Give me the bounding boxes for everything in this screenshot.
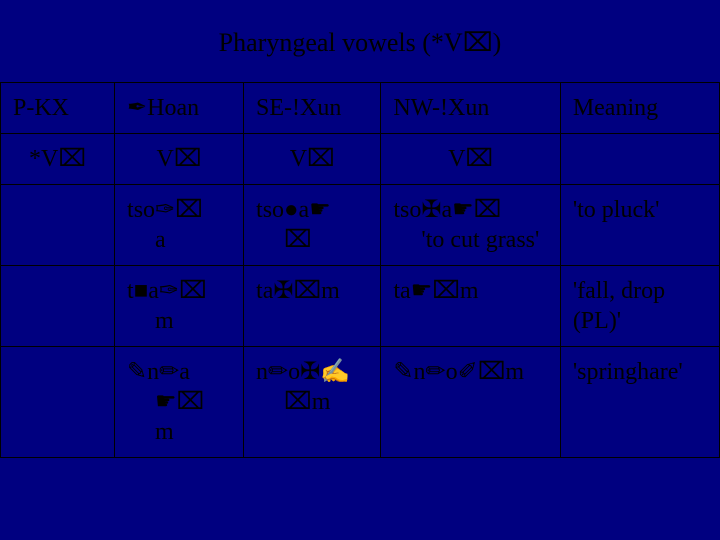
table-row: t■a✑⌧m ta✠⌧m ta☛⌧m 'fall, drop (PL)': [1, 266, 720, 347]
cell: 'fall, drop (PL)': [560, 266, 719, 347]
cell: ✎n✏o✐⌧m: [381, 347, 560, 458]
table-row: P-KX ✒Hoan SE-!Xun NW-!Xun Meaning: [1, 83, 720, 134]
cell: t■a✑⌧m: [115, 266, 244, 347]
cell: V⌧: [115, 134, 244, 185]
slide-title: Pharyngeal vowels (*V⌧): [0, 28, 720, 58]
cell: tso✠a☛⌧'to cut grass': [381, 185, 560, 266]
cell: tso●a☛⌧: [244, 185, 381, 266]
cell-hoan-header: ✒Hoan: [115, 83, 244, 134]
slide: Pharyngeal vowels (*V⌧) P-KX ✒Hoan SE-!X…: [0, 0, 720, 540]
cell: tso✑⌧a: [115, 185, 244, 266]
cell: [1, 347, 115, 458]
cell-meaning-header: Meaning: [560, 83, 719, 134]
table-row: *V⌧ V⌧ V⌧ V⌧: [1, 134, 720, 185]
cell: 'springhare': [560, 347, 719, 458]
table-row: tso✑⌧a tso●a☛⌧ tso✠a☛⌧'to cut grass' 'to…: [1, 185, 720, 266]
vowel-table: P-KX ✒Hoan SE-!Xun NW-!Xun Meaning *V⌧ V…: [0, 82, 720, 458]
cell: 'to pluck': [560, 185, 719, 266]
cell-nwxun-header: NW-!Xun: [381, 83, 560, 134]
cell: ta✠⌧m: [244, 266, 381, 347]
cell: [560, 134, 719, 185]
cell: ✎n✏a☛⌧m: [115, 347, 244, 458]
cell: ta☛⌧m: [381, 266, 560, 347]
cell: V⌧: [381, 134, 560, 185]
cell: [1, 185, 115, 266]
cell-sexun-header: SE-!Xun: [244, 83, 381, 134]
table-row: ✎n✏a☛⌧m n✏o✠✍⌧m ✎n✏o✐⌧m 'springhare': [1, 347, 720, 458]
cell: n✏o✠✍⌧m: [244, 347, 381, 458]
cell-pkx-header: P-KX: [1, 83, 115, 134]
cell: V⌧: [244, 134, 381, 185]
cell: [1, 266, 115, 347]
cell: *V⌧: [1, 134, 115, 185]
